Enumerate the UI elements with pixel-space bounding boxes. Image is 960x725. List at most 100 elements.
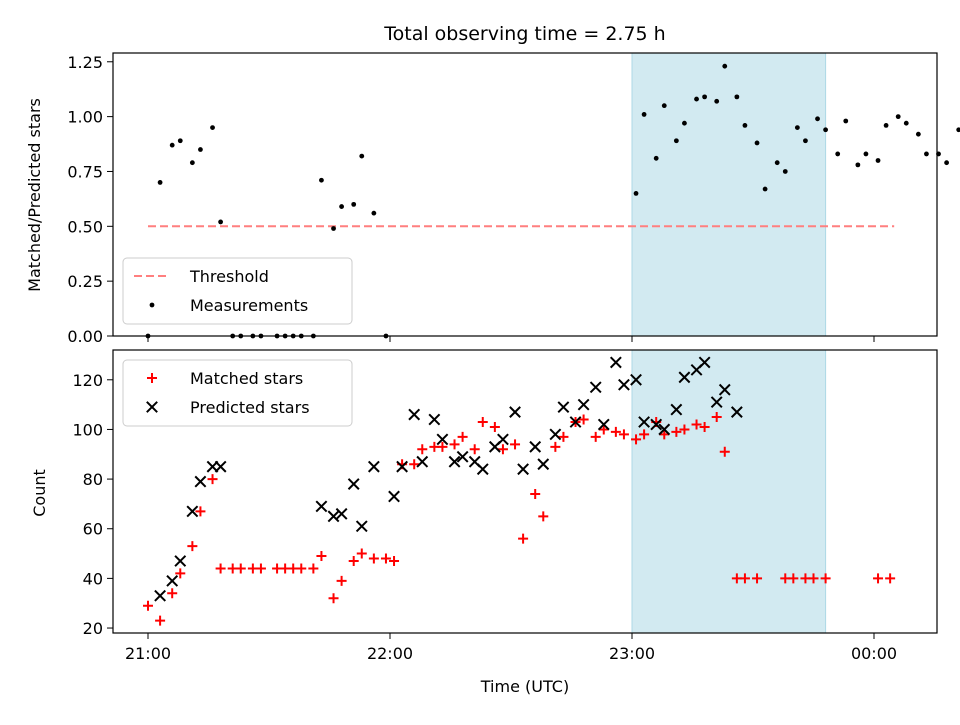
data-point — [590, 431, 601, 442]
data-point — [752, 573, 763, 584]
data-point — [578, 414, 589, 425]
y-tick-label: 60 — [83, 520, 103, 539]
data-point — [396, 460, 409, 473]
plot-frame — [112, 349, 938, 634]
data-point — [883, 122, 889, 128]
data-point — [489, 421, 500, 432]
data-point — [638, 416, 651, 428]
data-point — [903, 120, 909, 126]
data-point — [711, 412, 722, 423]
data-point — [367, 460, 380, 473]
data-point — [477, 416, 488, 427]
bottom-ylabel: Count — [30, 469, 49, 517]
y-tick-label: 0.75 — [67, 162, 103, 181]
data-point — [456, 450, 469, 463]
data-point — [214, 460, 227, 473]
data-point — [530, 488, 541, 499]
data-point — [356, 548, 367, 559]
data-point — [597, 418, 610, 431]
data-point — [339, 204, 344, 209]
data-point — [557, 401, 570, 414]
legend-box — [122, 257, 353, 325]
data-point — [739, 573, 750, 584]
data-point — [719, 446, 730, 457]
data-point — [195, 506, 206, 517]
data-point — [537, 458, 550, 471]
data-point — [630, 373, 642, 386]
data-point — [348, 556, 359, 567]
y-tick-label: 0.50 — [67, 217, 103, 236]
data-point — [702, 94, 707, 100]
panel-ratio — [107, 52, 960, 342]
data-point — [794, 125, 800, 130]
data-point — [788, 573, 799, 584]
data-point — [754, 140, 760, 146]
y-tick-label: 80 — [83, 470, 103, 489]
series-matched-stars — [143, 412, 896, 626]
x-tick-label: 00:00 — [851, 644, 897, 663]
data-point — [558, 431, 569, 442]
data-point — [631, 434, 642, 445]
data-point — [328, 593, 339, 604]
data-point — [335, 507, 348, 520]
x-tick-label: 23:00 — [609, 644, 655, 663]
data-point — [408, 408, 421, 421]
data-point — [653, 155, 659, 161]
data-point — [730, 406, 743, 418]
data-point — [169, 142, 175, 148]
data-point — [569, 416, 582, 428]
data-point — [143, 600, 153, 611]
data-point — [331, 226, 336, 231]
data-point — [944, 160, 949, 166]
data-point — [359, 153, 365, 159]
data-point — [469, 444, 480, 455]
data-point — [355, 520, 368, 533]
data-point — [658, 423, 671, 436]
data-point — [167, 588, 178, 599]
data-point — [774, 160, 780, 166]
data-point — [710, 396, 723, 409]
data-point — [336, 575, 347, 586]
data-point — [509, 406, 521, 418]
data-point — [198, 147, 203, 152]
panel-counts — [107, 349, 938, 639]
x-tick-label: 21:00 — [125, 644, 171, 663]
data-point — [416, 455, 429, 468]
data-point — [368, 553, 379, 564]
data-point — [549, 428, 562, 441]
data-point — [609, 356, 622, 369]
data-point — [308, 563, 319, 574]
chart-title: Total observing time = 2.75 h — [383, 23, 665, 45]
data-point — [510, 439, 521, 450]
data-point — [449, 439, 460, 450]
data-point — [371, 210, 377, 216]
data-point — [823, 127, 828, 133]
legend-label: Matched stars — [190, 369, 303, 388]
data-point — [782, 169, 788, 174]
data-point — [835, 151, 841, 157]
data-point — [633, 191, 639, 196]
data-point — [189, 160, 195, 166]
data-point — [417, 444, 428, 455]
data-point — [215, 563, 226, 574]
y-tick-label: 1.00 — [67, 108, 103, 127]
y-tick-label: 100 — [72, 420, 103, 439]
data-point — [436, 433, 449, 446]
y-tick-label: 20 — [83, 619, 103, 638]
data-point — [915, 131, 921, 137]
legend-box — [122, 359, 353, 427]
data-point — [682, 120, 687, 126]
data-point — [873, 573, 884, 584]
series-predicted-stars — [154, 356, 743, 602]
data-point — [437, 441, 448, 452]
data-point — [843, 118, 849, 124]
legend-label: Measurements — [190, 296, 308, 315]
data-point — [924, 151, 929, 157]
legend — [122, 257, 353, 325]
legend-marker-swatch — [149, 302, 155, 308]
y-tick-label: 0.00 — [67, 327, 103, 346]
data-point — [650, 418, 663, 431]
observing-window-band — [631, 349, 827, 634]
data-point — [875, 158, 881, 163]
